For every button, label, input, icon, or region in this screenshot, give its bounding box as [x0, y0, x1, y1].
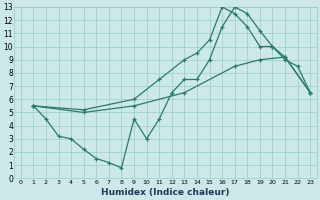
X-axis label: Humidex (Indice chaleur): Humidex (Indice chaleur): [101, 188, 230, 197]
